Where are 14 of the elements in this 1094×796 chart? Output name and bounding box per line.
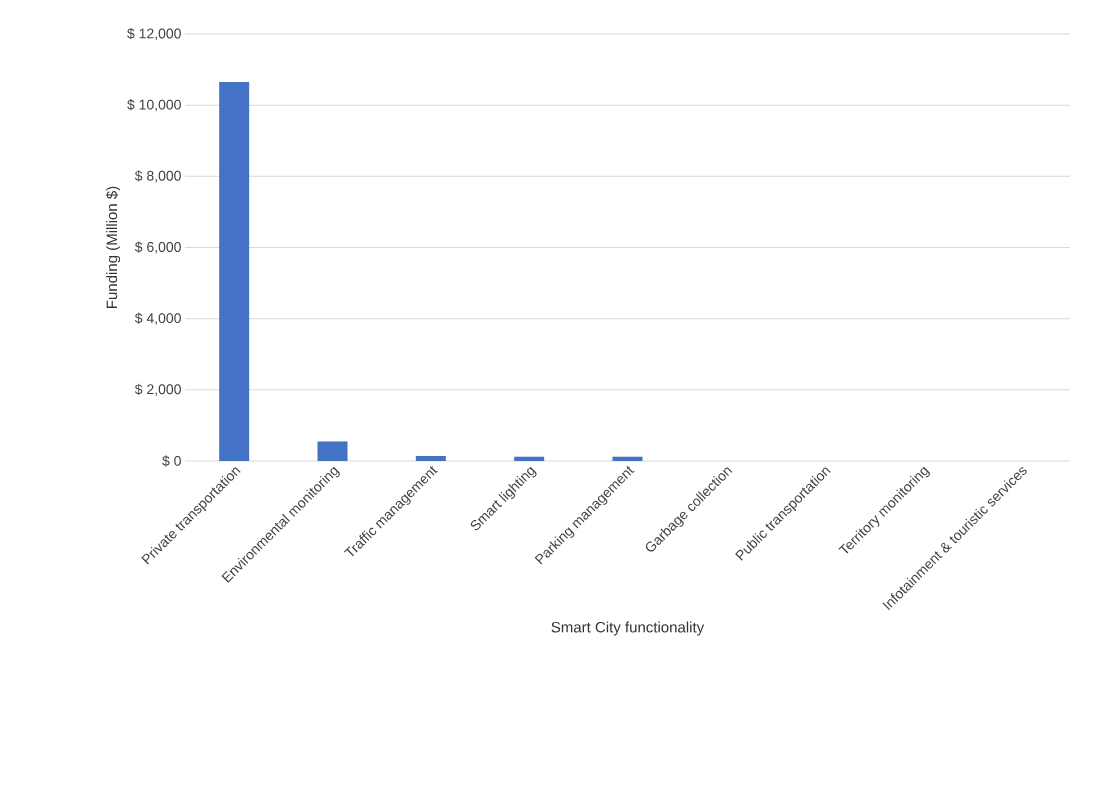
bar — [317, 441, 348, 461]
y-tick-label: $ 8,000 — [134, 170, 181, 183]
bar — [415, 456, 446, 461]
y-tick-label: $ 2,000 — [134, 383, 181, 396]
y-tick-label: $ 0 — [162, 455, 181, 467]
y-tick-label: $ 6,000 — [134, 241, 181, 254]
y-tick-label: $ 4,000 — [134, 312, 181, 325]
x-axis-title: Smart City functionality — [551, 621, 705, 636]
y-tick-label: $ 12,000 — [127, 27, 181, 41]
bar — [612, 456, 643, 461]
bar — [219, 82, 250, 461]
y-tick-label: $ 10,000 — [127, 99, 181, 112]
y-axis-title: Funding (Million $) — [105, 186, 121, 308]
bar — [514, 456, 545, 461]
